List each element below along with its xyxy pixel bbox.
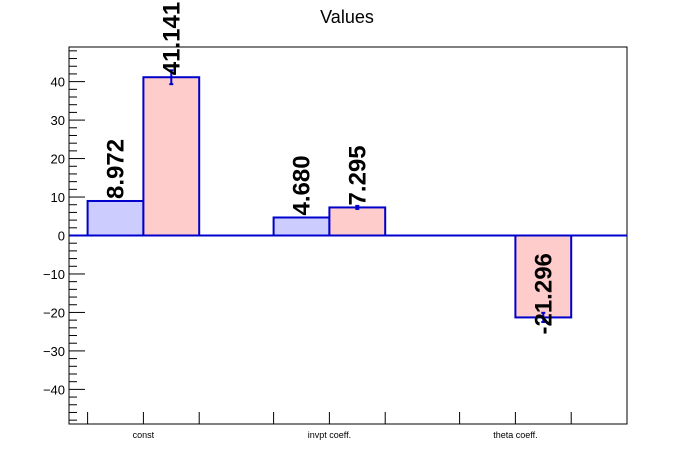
plot-area: −40 −30 −20 −10 0 10 20 30 40 8.972 4.680 41.141 7.2… bbox=[43, 2, 627, 440]
x-category-label: invpt coeff. bbox=[308, 430, 351, 440]
y-tick-label: 20 bbox=[51, 152, 65, 167]
data-label: 8.972 bbox=[103, 139, 130, 199]
y-tick-label: 40 bbox=[51, 75, 65, 90]
chart-title: Values bbox=[320, 7, 374, 27]
y-tick-label: −30 bbox=[43, 344, 65, 359]
bar bbox=[328, 206, 387, 237]
x-category-label: theta coeff. bbox=[493, 430, 537, 440]
data-label: 41.141 bbox=[158, 2, 185, 75]
y-tick-label: −20 bbox=[43, 305, 65, 320]
data-label: -21.296 bbox=[530, 253, 557, 334]
y-tick-label: −10 bbox=[43, 267, 65, 282]
y-tick-label: 10 bbox=[51, 190, 65, 205]
bar bbox=[86, 199, 145, 237]
data-label: 7.295 bbox=[344, 145, 371, 205]
data-label: 4.680 bbox=[289, 155, 316, 215]
bar bbox=[272, 216, 331, 237]
bar bbox=[514, 234, 573, 319]
y-tick-label: 30 bbox=[51, 113, 65, 128]
y-tick-label: −40 bbox=[43, 382, 65, 397]
bar bbox=[142, 76, 201, 237]
x-category-label: const bbox=[133, 430, 155, 440]
y-tick-label: 0 bbox=[58, 229, 65, 244]
